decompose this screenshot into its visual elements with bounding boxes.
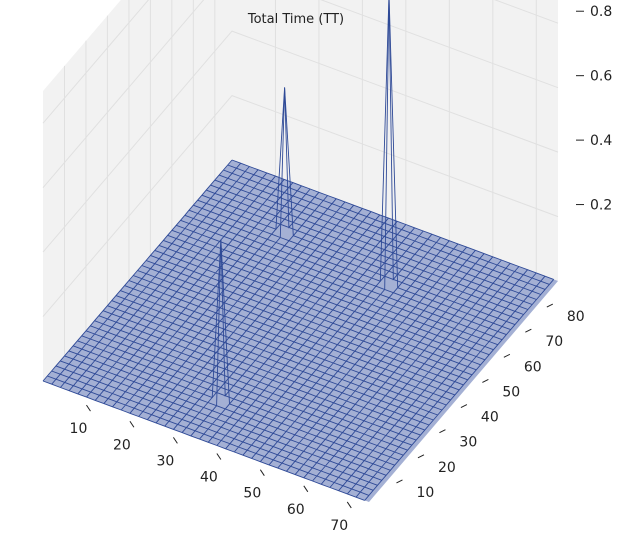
x-tick-label: 20 <box>113 437 131 453</box>
x-tick-label: 10 <box>70 421 88 437</box>
mesh-line <box>223 169 546 290</box>
mesh-line <box>188 0 511 331</box>
y-tick-mark <box>439 429 446 434</box>
mesh-line <box>120 290 443 411</box>
mesh-line <box>72 239 395 466</box>
y-tick-label: 60 <box>524 359 542 375</box>
y-tick-mark <box>396 479 403 484</box>
x-tick-label: 30 <box>156 453 174 469</box>
x-tick-mark <box>129 420 135 428</box>
mesh-line <box>154 249 477 371</box>
z-tick-label: 0.8 <box>590 4 612 20</box>
mesh-line <box>64 355 387 476</box>
x-tick-label: 40 <box>200 470 218 486</box>
mesh-line <box>55 365 378 486</box>
mesh-line <box>197 87 520 321</box>
y-tick-mark <box>482 378 489 383</box>
mesh-line <box>137 270 460 391</box>
grid-line <box>42 30 559 253</box>
z-tick-label: 0.6 <box>590 69 612 85</box>
mesh-line <box>60 360 382 481</box>
left-back-pane <box>43 0 232 381</box>
x-tick-label: 60 <box>287 502 305 518</box>
mesh-line <box>218 174 541 295</box>
y-tick-label: 70 <box>545 334 563 350</box>
mesh-line <box>206 189 529 310</box>
y-tick-label: 10 <box>416 485 434 501</box>
mesh-line <box>111 300 434 421</box>
mesh-line <box>98 315 421 436</box>
mesh-line <box>85 330 408 451</box>
grid-line <box>42 95 559 317</box>
mesh-line <box>81 335 404 456</box>
back-panes <box>43 0 558 381</box>
right-back-pane <box>232 0 558 281</box>
mesh-line <box>77 340 400 461</box>
x-tick-label: 50 <box>243 486 261 502</box>
x-tick-label: 70 <box>330 518 348 534</box>
y-tick-mark <box>460 404 468 408</box>
mesh-line <box>201 194 524 315</box>
mesh-line <box>210 184 533 305</box>
x-tick-mark <box>216 453 222 460</box>
x-tick-mark <box>172 437 178 444</box>
mesh-line <box>47 375 370 496</box>
z-axis-ticks: 0.2 0.4 0.6 0.8 <box>576 4 612 214</box>
y-tick-mark <box>417 454 425 459</box>
mesh-line <box>193 204 516 326</box>
x-tick-mark <box>259 469 265 476</box>
y-tick-label: 80 <box>567 309 585 325</box>
mesh-line <box>171 229 494 351</box>
mesh-line <box>141 265 464 386</box>
mesh-line <box>128 280 451 401</box>
mesh-line <box>145 260 468 381</box>
mesh-line <box>107 305 430 426</box>
mesh-line <box>124 285 447 406</box>
x-tick-mark <box>86 404 91 412</box>
mesh-line <box>115 295 438 416</box>
mesh-line <box>167 234 490 356</box>
z-tick-label: 0.4 <box>590 133 612 149</box>
mesh-line <box>68 350 391 471</box>
grid-line <box>42 0 559 189</box>
mesh-line <box>214 179 537 300</box>
y-tick-label: 40 <box>481 410 499 426</box>
y-tick-mark <box>525 328 532 333</box>
x-tick-mark <box>303 485 309 493</box>
mesh-line <box>184 214 507 336</box>
x-tick-mark <box>346 501 352 509</box>
wireframe-surface <box>42 0 558 502</box>
mesh-line <box>150 254 473 376</box>
mesh-line <box>163 239 486 361</box>
y-tick-mark <box>503 353 511 358</box>
mesh-line <box>42 380 365 501</box>
z-tick-label: 0.2 <box>590 198 612 214</box>
mesh-line <box>133 275 456 396</box>
mesh-line <box>90 325 413 446</box>
mesh-line <box>231 159 554 280</box>
chart-title: Total Time (TT) <box>247 12 344 27</box>
y-tick-label: 50 <box>502 384 520 400</box>
y-tick-label: 30 <box>459 435 477 451</box>
pane-gridlines <box>42 0 559 356</box>
mesh-line <box>51 370 374 491</box>
mesh-line <box>94 320 417 441</box>
y-tick-label: 20 <box>438 460 456 476</box>
mesh-line <box>176 224 498 346</box>
x-axis-ticks: 10 20 30 40 50 60 70 <box>70 404 352 534</box>
mesh-line <box>227 164 550 285</box>
y-tick-mark <box>546 303 554 308</box>
mesh-line <box>180 219 503 341</box>
mesh-line <box>158 244 481 366</box>
mesh-line <box>102 310 425 431</box>
grid-line <box>42 0 559 124</box>
